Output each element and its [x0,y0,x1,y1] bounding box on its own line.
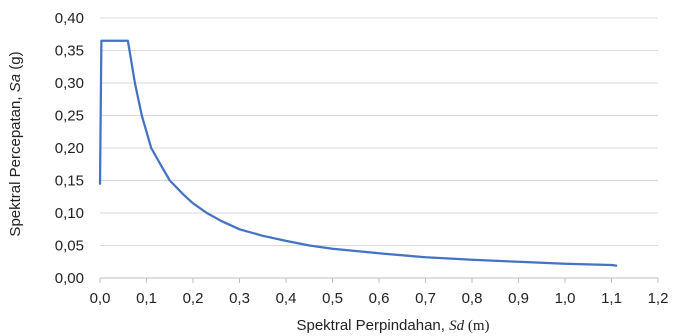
y-axis-title-unit: (g) [7,51,24,74]
axes [99,277,659,283]
y-axis-title-prefix: Spektral Percepatan, [7,92,24,236]
x-tick-label: 0,1 [136,290,157,307]
x-tick-label: 0,9 [508,290,529,307]
x-tick-labels: 0,0 0,1 0,2 0,3 0,4 0,5 0,6 0,7 0,8 0,9 1,0 1,1 1,2 [90,290,669,307]
x-tick-label: 0,2 [183,290,204,307]
gridlines [100,17,658,246]
x-tick-label: 0,6 [369,290,390,307]
x-tick-label: 0,0 [90,290,111,307]
y-tick-label: 0,10 [55,205,84,222]
y-tick-label: 0,35 [55,43,84,60]
x-tick-label: 0,5 [322,290,343,307]
x-axis-title-prefix: Spektral Perpindahan, [296,317,449,334]
x-axis-title: Spektral Perpindahan, Sd (m) [296,317,489,334]
x-tick-label: 0,3 [229,290,250,307]
x-tick-label: 0,8 [462,290,483,307]
y-axis-title-symbol: Sa [7,74,24,92]
data-series [98,39,618,267]
x-axis-title-symbol: Sd [449,318,465,334]
y-tick-label: 0,00 [55,270,84,287]
x-tick-label: 1,2 [648,290,669,307]
y-tick-label: 0,05 [55,238,84,255]
x-tick-label: 1,1 [601,290,622,307]
x-tick-label: 0,7 [415,290,436,307]
y-tick-labels: 0,00 0,05 0,10 0,15 0,20 0,25 0,30 0,35 0,40 [55,10,84,287]
x-tick-label: 0,4 [276,290,297,307]
y-tick-label: 0,40 [55,10,84,27]
spectrum-curve-line [98,39,618,267]
y-tick-label: 0,30 [55,75,84,92]
y-tick-label: 0,25 [55,108,84,125]
x-axis-title-unit: (m) [464,318,489,334]
y-tick-label: 0,20 [55,140,84,157]
x-tick-label: 1,0 [555,290,576,307]
y-tick-label: 0,15 [55,173,84,190]
y-axis-title: Spektral Percepatan, Sa (g) [7,51,24,236]
